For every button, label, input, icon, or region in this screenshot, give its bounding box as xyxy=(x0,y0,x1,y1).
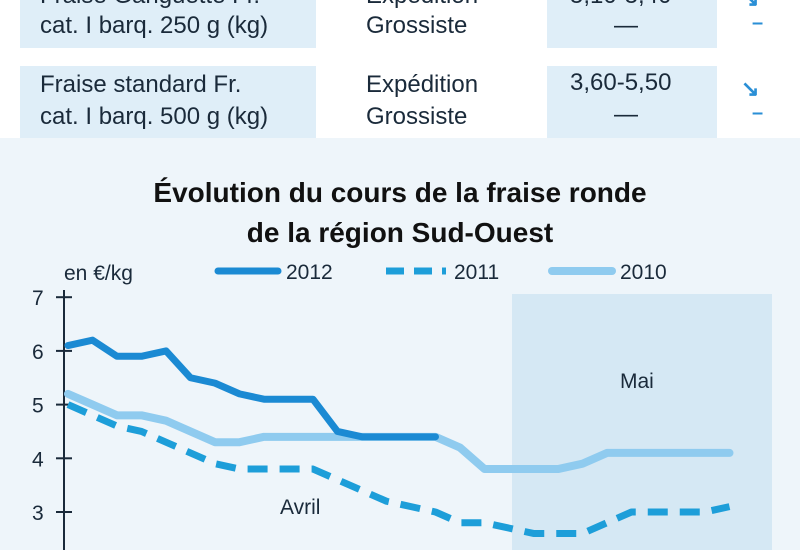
chart-title-line1: Évolution du cours de la fraise ronde xyxy=(153,177,647,208)
price-range-line1: 3,60-5,50 xyxy=(570,69,672,96)
legend-label-2012: 2012 xyxy=(286,261,333,284)
legend-label-2011: 2011 xyxy=(454,261,499,284)
market-stage-line2: Grossiste xyxy=(366,12,468,39)
y-tick-label: 6 xyxy=(32,341,44,364)
price-range-line1: 5,10-5,40 xyxy=(570,0,671,12)
y-tick-label: 7 xyxy=(32,287,44,310)
chart-canvas: 7 6 5 4 3 en €/kg 2012 2011 2010 Avril Mai xyxy=(32,261,772,550)
product-name-line1: Fraise standard Fr. xyxy=(40,71,242,98)
product-cell-bg xyxy=(20,66,316,138)
y-axis-unit-label: en €/kg xyxy=(64,262,133,285)
product-name-line1: Fraise Gariguette Fr. xyxy=(40,0,260,12)
trend-down-arrow-icon: ↘ xyxy=(741,76,760,101)
y-tick-label: 3 xyxy=(32,502,44,525)
row-divider xyxy=(20,48,800,66)
period-label-april: Avril xyxy=(280,496,320,519)
market-stage-line1: Expédition xyxy=(366,0,478,12)
trend-flat-dash: – xyxy=(752,102,764,124)
market-stage-line2: Grossiste xyxy=(366,103,468,130)
table-row: Fraise standard Fr. cat. I barq. 500 g (… xyxy=(0,66,800,138)
y-tick-label: 4 xyxy=(32,448,44,471)
price-cell-bg xyxy=(547,66,717,138)
chart-title-line2: de la région Sud-Ouest xyxy=(246,217,554,248)
product-cell-bg xyxy=(20,0,316,48)
series-line-2011 xyxy=(66,401,731,537)
may-region xyxy=(512,294,772,550)
market-stage-line1: Expédition xyxy=(366,71,479,98)
product-name-line2: cat. I barq. 250 g (kg) xyxy=(40,12,269,39)
price-range-line2: — xyxy=(614,12,638,39)
product-name-line2: cat. I barq. 500 g (kg) xyxy=(40,103,269,130)
period-label-may: Mai xyxy=(620,370,654,393)
trend-flat-dash: – xyxy=(752,12,764,34)
price-range-line2: — xyxy=(614,101,638,128)
price-table: Fraise Gariguette Fr. cat. I barq. 250 g… xyxy=(0,0,800,138)
trend-down-arrow-icon: ↘ xyxy=(741,0,759,12)
y-tick-label: 5 xyxy=(32,395,44,418)
series-line-2012 xyxy=(64,336,439,441)
price-cell-bg xyxy=(547,0,717,48)
table-row: Fraise Gariguette Fr. cat. I barq. 250 g… xyxy=(0,0,800,48)
chart-title: Évolution du cours de la fraise ronde de… xyxy=(0,173,800,253)
legend-label-2010: 2010 xyxy=(620,261,667,284)
chart: 7 6 5 4 3 en €/kg 2012 2011 2010 Avril Mai Évo… xyxy=(0,140,800,550)
